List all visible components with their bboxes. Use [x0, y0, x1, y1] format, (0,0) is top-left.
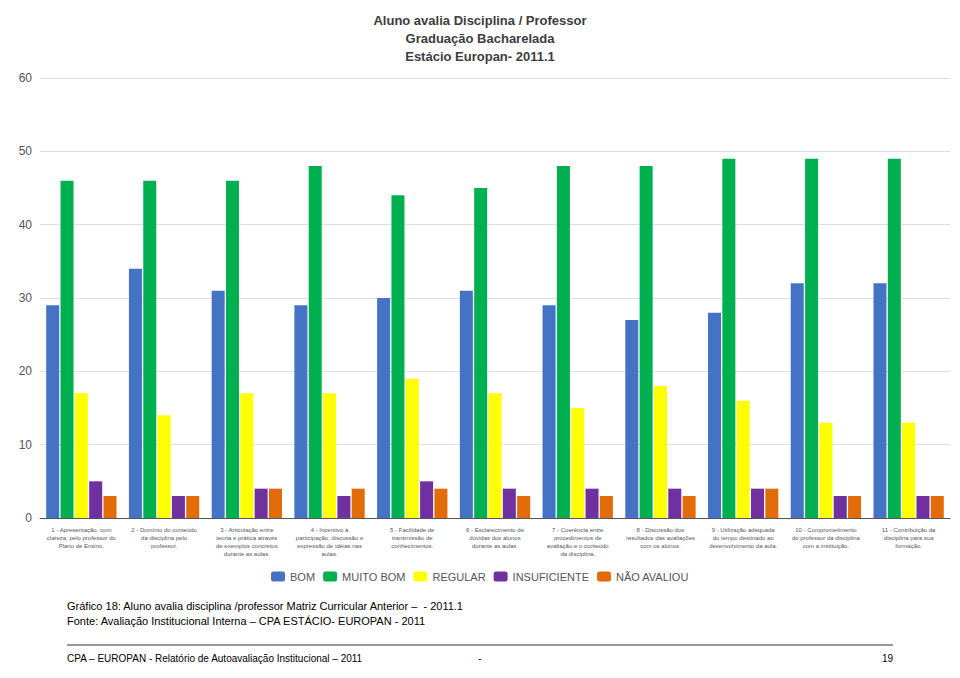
svg-text:avaliação e o conteúdo: avaliação e o conteúdo	[547, 543, 609, 549]
svg-text:8 - Discussão dos: 8 - Discussão dos	[637, 527, 685, 533]
svg-text:5 - Facilidade de: 5 - Facilidade de	[390, 527, 435, 533]
svg-text:0: 0	[25, 511, 32, 525]
svg-text:da disciplina pelo: da disciplina pelo	[141, 535, 188, 541]
svg-text:CPA – EUROPAN - Relatório de A: CPA – EUROPAN - Relatório de Autoavaliaç…	[67, 653, 363, 664]
svg-text:20: 20	[19, 364, 33, 378]
svg-text:desenvolvimento da aula.: desenvolvimento da aula.	[709, 543, 777, 549]
svg-text:do tempo destinado ao: do tempo destinado ao	[713, 535, 775, 541]
svg-text:transmissão de: transmissão de	[392, 535, 433, 541]
svg-text:clareza, pelo professor do: clareza, pelo professor do	[47, 535, 117, 541]
svg-text:da disciplina.: da disciplina.	[560, 551, 595, 557]
svg-text:6 - Esclarecimento de: 6 - Esclarecimento de	[466, 527, 525, 533]
svg-text:50: 50	[19, 144, 33, 158]
svg-text:2 - Domínio do conteúdo: 2 - Domínio do conteúdo	[131, 527, 197, 533]
svg-text:dúvidas dos alunos: dúvidas dos alunos	[469, 535, 520, 541]
svg-text:10 - Comprometimento: 10 - Comprometimento	[795, 527, 857, 533]
svg-text:4 - Incentivo à: 4 - Incentivo à	[311, 527, 349, 533]
svg-text:3 - Articulação entre: 3 - Articulação entre	[220, 527, 274, 533]
svg-text:11 - Contribuição da: 11 - Contribuição da	[882, 527, 936, 533]
svg-text:teoria e prática através: teoria e prática através	[216, 535, 277, 541]
svg-text:Gráfico 18: Aluno avalia disci: Gráfico 18: Aluno avalia disciplina /pro…	[67, 600, 463, 612]
svg-text:conhecimentos.: conhecimentos.	[391, 543, 433, 549]
svg-text:REGULAR: REGULAR	[432, 571, 485, 583]
svg-text:procedimentos de: procedimentos de	[554, 535, 602, 541]
svg-text:9 - Utilização adequada: 9 - Utilização adequada	[712, 527, 776, 533]
svg-text:INSUFICIENTE: INSUFICIENTE	[513, 571, 589, 583]
svg-text:Aluno avalia Disciplina / Prof: Aluno avalia Disciplina / Professor	[373, 13, 586, 28]
svg-text:expressão de idéias nas: expressão de idéias nas	[297, 543, 362, 549]
svg-text:19: 19	[882, 653, 894, 664]
svg-text:professor.: professor.	[151, 543, 178, 549]
svg-text:BOM: BOM	[290, 571, 315, 583]
svg-text:40: 40	[19, 218, 33, 232]
svg-text:com os alunos.: com os alunos.	[640, 543, 681, 549]
svg-text:10: 10	[19, 438, 33, 452]
svg-text:durante as aulas.: durante as aulas.	[224, 551, 270, 557]
svg-text:1 - Apresentação, com: 1 - Apresentação, com	[51, 527, 111, 533]
svg-text:Plano de Ensino.: Plano de Ensino.	[59, 543, 105, 549]
svg-text:com a instituição.: com a instituição.	[803, 543, 850, 549]
svg-text:Fonte: Avaliação Institucional: Fonte: Avaliação Institucional Interna –…	[67, 615, 425, 627]
svg-text:resultados das avaliações: resultados das avaliações	[626, 535, 695, 541]
svg-text:60: 60	[19, 71, 33, 85]
svg-text:aulas.: aulas.	[322, 551, 338, 557]
svg-text:7 - Coerência entre: 7 - Coerência entre	[552, 527, 604, 533]
svg-text:durante as aulas.: durante as aulas.	[472, 543, 518, 549]
svg-text:NÃO AVALIOU: NÃO AVALIOU	[616, 571, 688, 583]
svg-text:30: 30	[19, 291, 33, 305]
svg-text:formação.: formação.	[895, 543, 922, 549]
svg-text:Estácio Europan- 2011.1: Estácio Europan- 2011.1	[405, 49, 555, 64]
svg-text:disciplina para sua: disciplina para sua	[884, 535, 934, 541]
svg-text:do professor da disciplina: do professor da disciplina	[792, 535, 861, 541]
svg-text:Graduação Bacharelada: Graduação Bacharelada	[406, 31, 556, 46]
svg-text:MUITO BOM: MUITO BOM	[342, 571, 405, 583]
svg-text:de exemplos concretos: de exemplos concretos	[216, 543, 278, 549]
svg-text:-: -	[478, 653, 481, 664]
svg-text:participação, discussão e: participação, discussão e	[296, 535, 364, 541]
